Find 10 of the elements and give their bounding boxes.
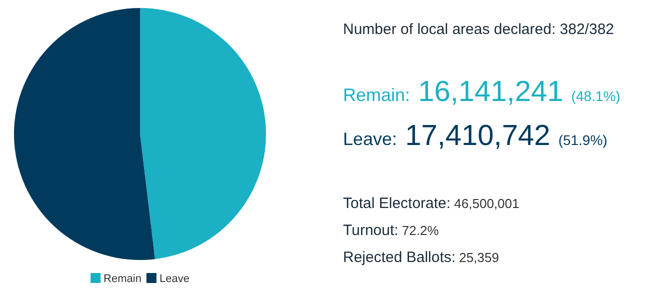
text: Number of local areas declared: 382/382 <box>343 21 614 38</box>
pie-slice <box>140 8 266 260</box>
text: Rejected Ballots: 25,359 <box>343 249 499 266</box>
pie-slice <box>14 8 156 260</box>
text: Turnout: 72.2% <box>343 222 440 239</box>
text: Remain: 16,141,241 (48.1%) <box>343 76 620 108</box>
text: Leave: 17,410,742 (51.9%) <box>343 120 608 152</box>
text: Total Electorate: 46,500,001 <box>343 195 520 212</box>
legend-label: Leave <box>159 273 190 285</box>
legend-label: Remain <box>104 273 142 285</box>
